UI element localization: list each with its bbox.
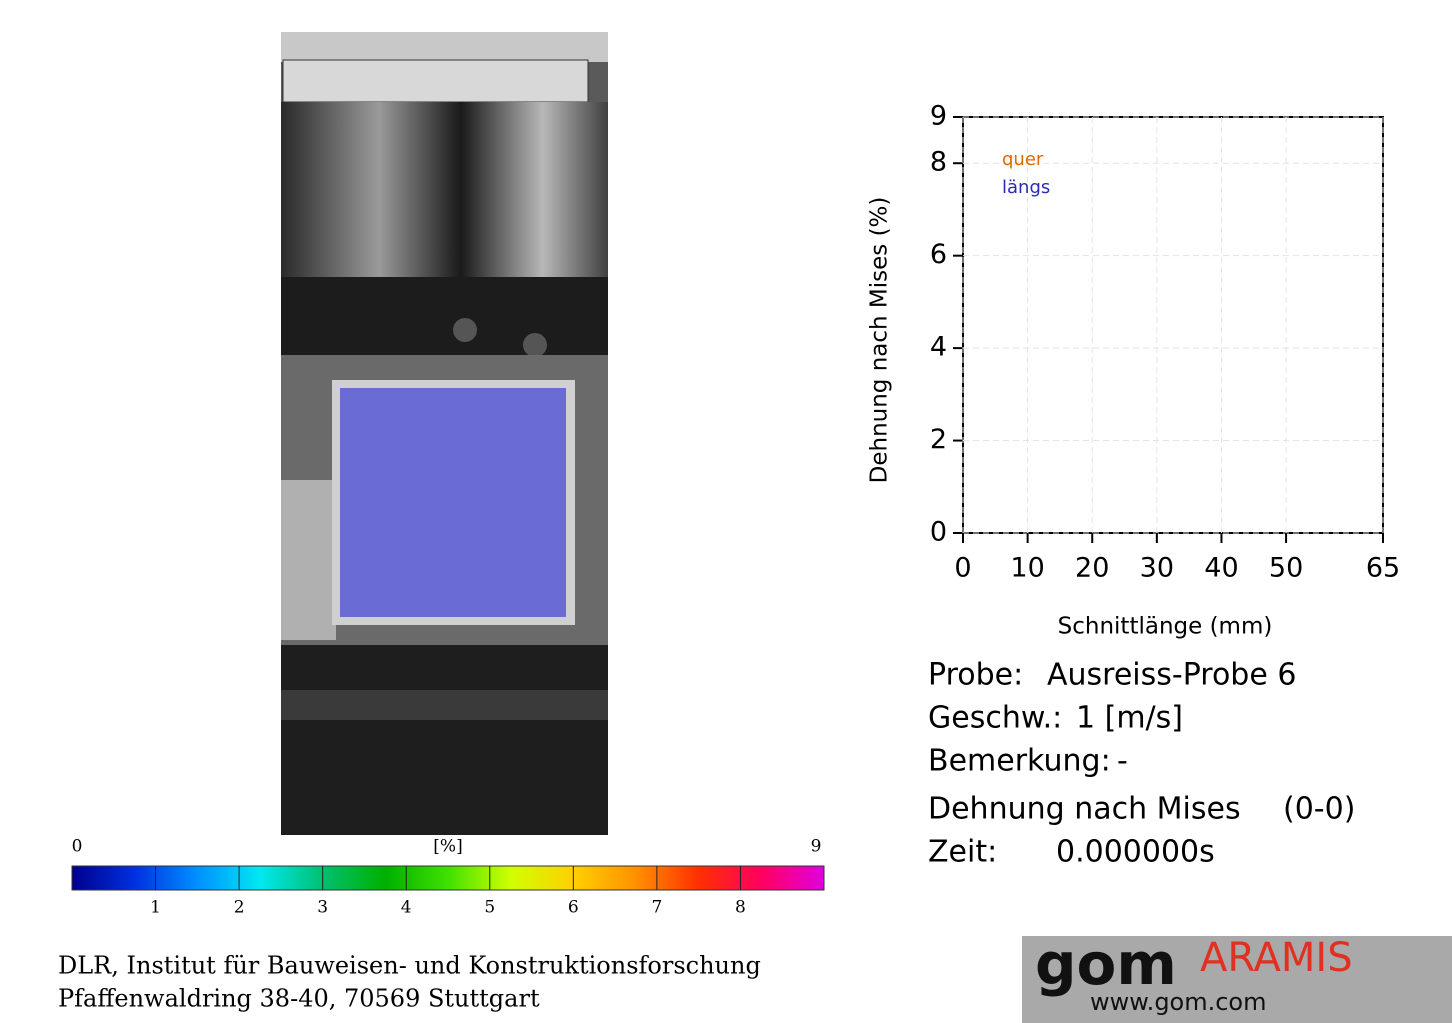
- colorbar-tick-label: 8: [735, 898, 746, 918]
- colorbar-tick-label: 6: [568, 898, 579, 918]
- colorbar-tick-label: 5: [484, 898, 495, 918]
- footer-line: Pfaffenwaldring 38-40, 70569 Stuttgart: [58, 985, 540, 1013]
- colorbar-tick-label: 7: [651, 898, 662, 918]
- info-value: -: [1117, 744, 1128, 779]
- colorbar-min: 0: [72, 837, 83, 857]
- info-value: (0-0): [1283, 792, 1355, 827]
- footer-line: DLR, Institut für Bauweisen- und Konstru…: [58, 952, 761, 980]
- logo-url: www.gom.com: [1090, 988, 1267, 1016]
- colorbar-tick-label: 2: [234, 898, 245, 918]
- info-label: Dehnung nach Mises: [928, 792, 1241, 827]
- colorbar-tick-label: 1: [150, 898, 161, 918]
- y-tick-label: 9: [930, 101, 947, 132]
- colorbar-tick-label: 4: [401, 898, 412, 918]
- x-tick-label: 0: [954, 553, 971, 584]
- specimen-photo: [281, 32, 608, 835]
- y-tick-label: 4: [930, 332, 947, 363]
- x-tick-label: 65: [1366, 553, 1400, 584]
- y-tick-label: 8: [930, 147, 947, 178]
- info-value: 1 [m/s]: [1076, 701, 1183, 736]
- y-axis-label: Dehnung nach Mises (%): [867, 197, 893, 484]
- logo-aramis: ARAMIS: [1200, 935, 1353, 981]
- aramis-frame: Dehnung nach Mises (%) Schnittlänge (mm)…: [0, 0, 1452, 1023]
- info-label: Zeit:: [928, 835, 997, 870]
- colorbar: [72, 866, 824, 890]
- y-tick-label: 6: [930, 239, 947, 270]
- info-label: Bemerkung:: [928, 744, 1111, 779]
- y-tick-label: 2: [930, 424, 947, 455]
- x-axis-label: Schnittlänge (mm): [1058, 614, 1273, 640]
- x-tick-label: 50: [1269, 553, 1303, 584]
- x-tick-label: 10: [1010, 553, 1044, 584]
- y-tick-label: 0: [930, 517, 947, 548]
- colorbar-unit: [%]: [433, 837, 462, 857]
- colorbar-tick-label: 3: [317, 898, 328, 918]
- info-value: 0.000000s: [1056, 835, 1215, 870]
- legend-entry: längs: [1002, 177, 1050, 198]
- x-tick-label: 40: [1204, 553, 1238, 584]
- info-label: Probe:: [928, 658, 1023, 693]
- x-tick-label: 30: [1140, 553, 1174, 584]
- colorbar-max: 9: [811, 837, 822, 857]
- x-tick-label: 20: [1075, 553, 1109, 584]
- legend-entry: quer: [1002, 149, 1044, 170]
- info-value: Ausreiss-Probe 6: [1047, 658, 1296, 693]
- info-label: Geschw.:: [928, 701, 1062, 736]
